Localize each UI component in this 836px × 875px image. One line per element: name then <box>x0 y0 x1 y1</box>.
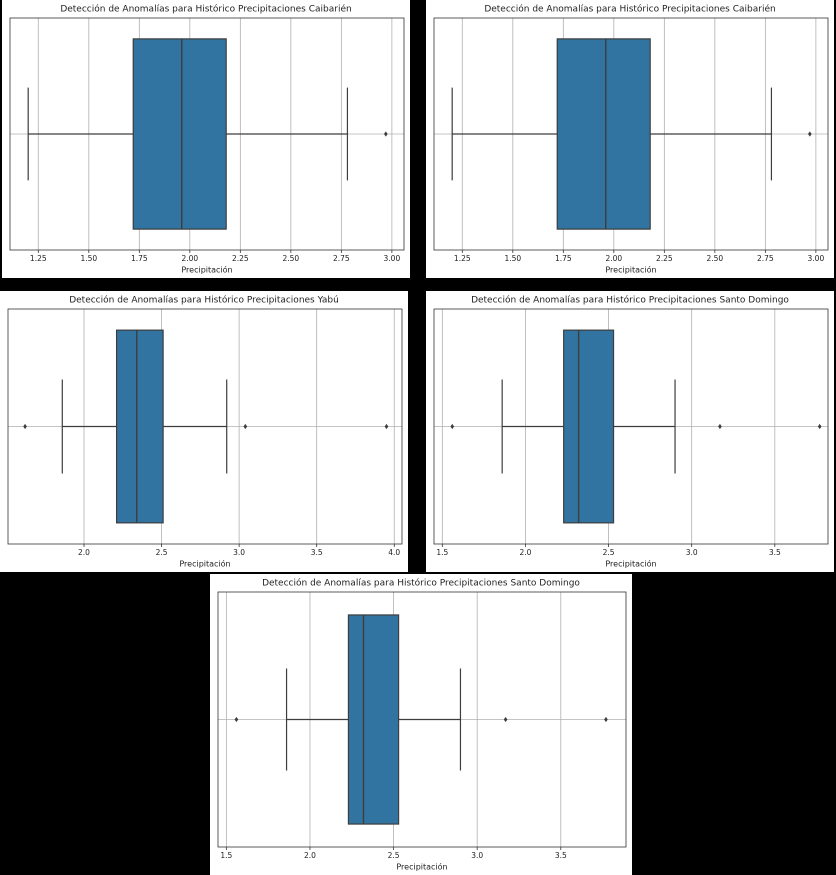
x-axis-label: Precipitación <box>605 265 656 275</box>
chart-title: Detección de Anomalías para Histórico Pr… <box>484 4 775 15</box>
chart-title: Detección de Anomalías para Histórico Pr… <box>262 578 580 589</box>
outlier <box>234 716 239 723</box>
x-axis-label: Precipitación <box>396 862 447 872</box>
x-tick-label: 2.5 <box>603 548 615 557</box>
outlier <box>807 131 812 137</box>
x-axis-label: Precipitación <box>179 559 230 569</box>
x-tick-label: 2.0 <box>78 548 90 557</box>
x-tick-label: 1.75 <box>555 254 572 263</box>
chart-panel: Detección de Anomalías para Histórico Pr… <box>426 291 834 572</box>
x-tick-label: 2.0 <box>519 548 531 557</box>
chart-panel: Detección de Anomalías para Histórico Pr… <box>0 291 408 572</box>
panel <box>0 291 408 572</box>
x-tick-label: 3.0 <box>686 548 698 557</box>
box <box>115 329 164 524</box>
x-tick-label: 1.75 <box>131 254 148 263</box>
plot-frame <box>7 308 403 545</box>
chart-title: Detección de Anomalías para Histórico Pr… <box>69 295 339 306</box>
x-tick-label: 2.50 <box>706 254 723 263</box>
x-tick-label: 1.25 <box>454 254 471 263</box>
x-tick-label: 3.5 <box>555 851 567 860</box>
outlier <box>384 423 389 430</box>
outlier <box>817 423 822 430</box>
x-tick-label: 3.5 <box>769 548 781 557</box>
box <box>556 38 651 230</box>
outlier <box>718 423 722 430</box>
x-tick-label: 1.25 <box>30 254 47 263</box>
x-tick-label: 4.0 <box>388 548 400 557</box>
chart-panel: Detección de Anomalías para Histórico Pr… <box>426 0 834 278</box>
x-tick-label: 2.50 <box>282 254 299 263</box>
x-tick-label: 1.5 <box>436 548 448 557</box>
chart-panel: Detección de Anomalías para Histórico Pr… <box>210 574 632 875</box>
x-tick-label: 2.5 <box>388 851 400 860</box>
box <box>347 614 400 825</box>
x-axis-label: Precipitación <box>181 265 232 275</box>
x-tick-label: 3.0 <box>233 548 245 557</box>
outlier <box>23 423 27 430</box>
outlier <box>604 716 608 723</box>
x-tick-label: 3.0 <box>471 851 483 860</box>
outlier <box>450 423 455 430</box>
box <box>132 38 227 230</box>
outlier <box>503 716 508 723</box>
x-tick-label: 2.25 <box>232 254 249 263</box>
x-tick-label: 2.0 <box>304 851 316 860</box>
box <box>563 329 615 524</box>
plot-frame <box>9 17 405 251</box>
x-tick-label: 2.00 <box>605 254 622 263</box>
panel <box>426 291 834 572</box>
x-tick-label: 3.5 <box>311 548 323 557</box>
x-tick-label: 2.75 <box>333 254 350 263</box>
x-tick-label: 2.75 <box>757 254 774 263</box>
panel <box>210 574 632 875</box>
x-tick-label: 3.00 <box>384 254 401 263</box>
x-axis-label: Precipitación <box>605 559 656 569</box>
plot-frame <box>433 308 829 545</box>
x-tick-label: 2.25 <box>656 254 673 263</box>
x-tick-label: 2.00 <box>181 254 198 263</box>
chart-title: Detección de Anomalías para Histórico Pr… <box>471 295 789 306</box>
x-tick-label: 1.50 <box>80 254 97 263</box>
outlier <box>243 423 248 430</box>
outlier <box>383 131 388 137</box>
plot-frame <box>433 17 829 251</box>
x-tick-label: 3.00 <box>808 254 825 263</box>
x-tick-label: 1.50 <box>504 254 521 263</box>
chart-panel: Detección de Anomalías para Histórico Pr… <box>2 0 410 278</box>
x-tick-label: 2.5 <box>156 548 168 557</box>
x-tick-label: 1.5 <box>220 851 232 860</box>
chart-title: Detección de Anomalías para Histórico Pr… <box>60 4 351 15</box>
plot-frame <box>217 591 627 848</box>
